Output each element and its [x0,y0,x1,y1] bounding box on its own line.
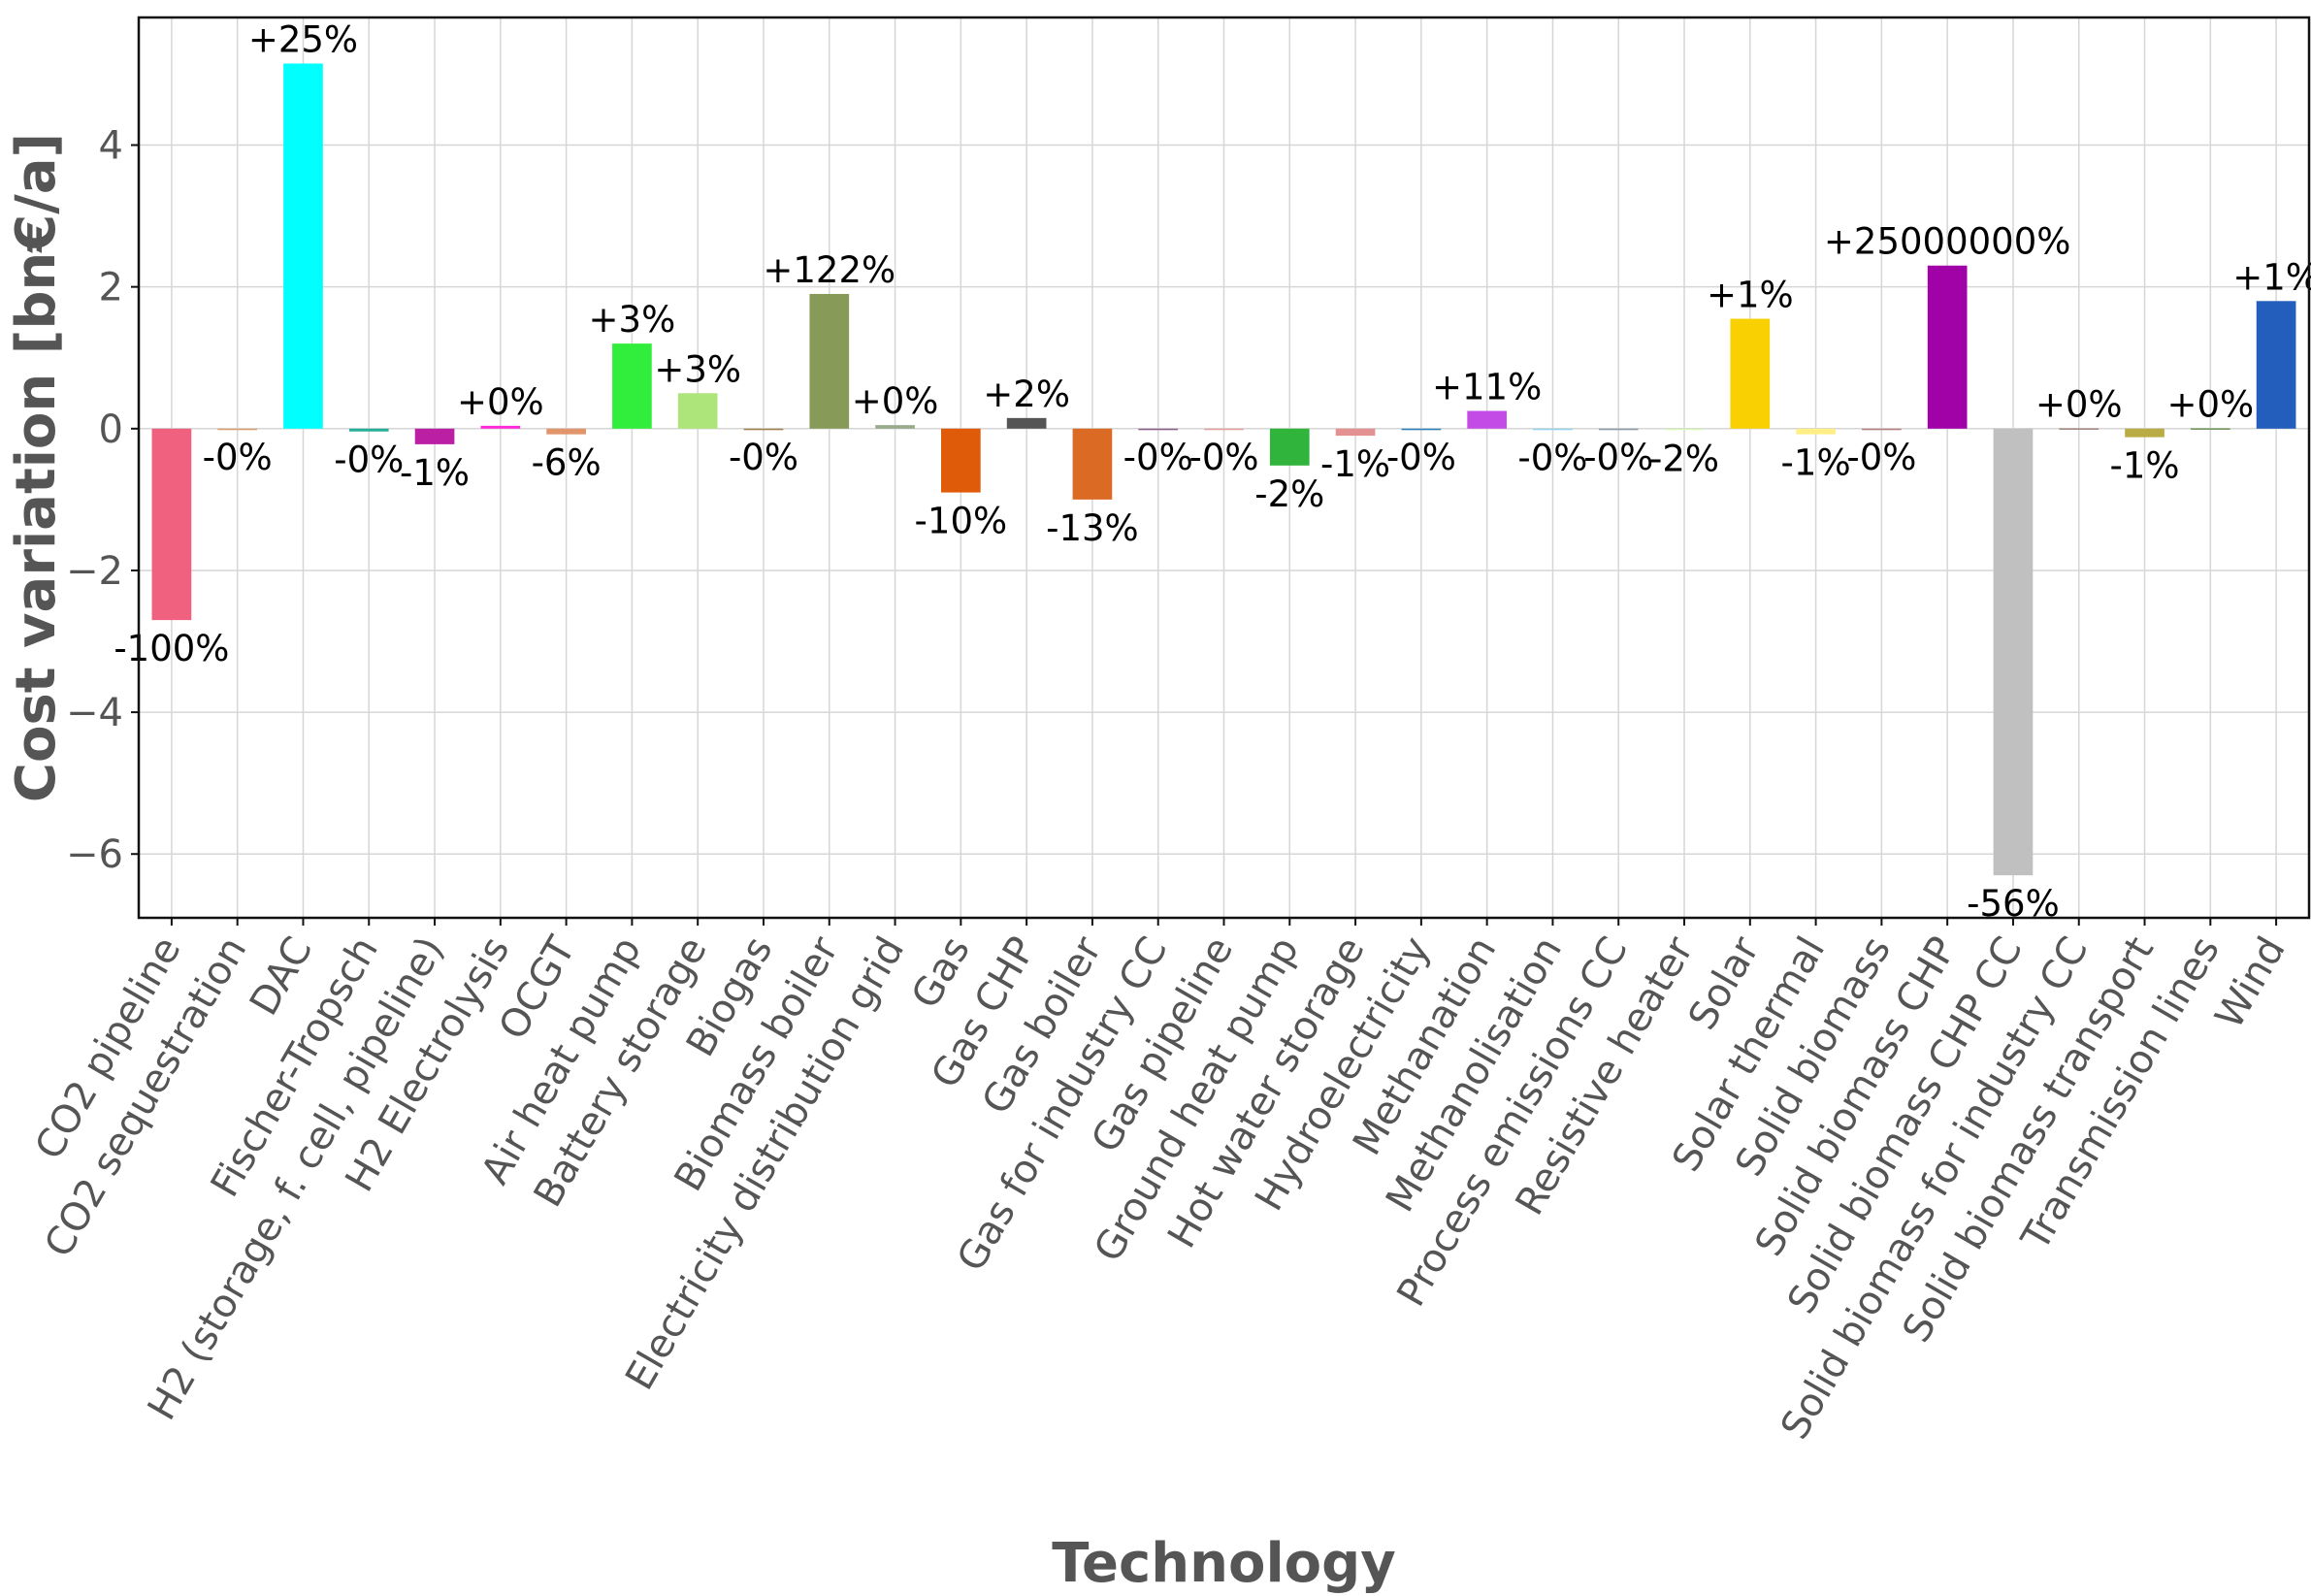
data-label: +122% [763,249,895,291]
bar [875,425,915,429]
data-label: -0% [203,437,273,478]
data-label: +25000000% [1824,221,2070,263]
data-label: -0% [1386,437,1456,478]
bar [1533,428,1573,431]
bar [1664,428,1705,431]
y-tick-label: −2 [66,549,123,594]
bar [1598,428,1639,431]
y-tick-label: −4 [66,691,123,735]
bar [1927,265,1968,429]
bar [1862,428,1902,431]
bar [480,425,521,429]
data-label: +3% [589,299,676,341]
bar [2190,428,2230,430]
bar [1401,428,1442,431]
data-label: -0% [1583,437,1653,478]
x-axis-title: Technology [1052,1532,1395,1595]
bar [217,428,258,431]
bar [1467,410,1507,429]
data-label: -0% [334,440,404,481]
bar [809,293,850,429]
data-label: +0% [2166,383,2254,425]
data-label: -0% [729,437,798,478]
y-tick-label: 2 [99,266,123,310]
y-axis-ticks: −6 −4 −2 0 2 4 [66,124,139,877]
data-label: +25% [248,18,358,60]
bar [743,428,784,431]
data-label: -13% [1046,507,1139,549]
plot-frame [137,16,2311,920]
bar [348,428,389,432]
data-label: +1% [1707,275,1794,316]
data-label: -100% [114,628,229,669]
data-label: +0% [852,380,939,422]
data-label: -10% [915,501,1008,542]
x-tick-label: Wind [2207,929,2295,1036]
data-label: -0% [1846,437,1916,478]
bar [414,428,455,444]
bar [1006,417,1047,429]
data-label: -1% [2109,445,2179,487]
bar [1204,428,1244,431]
bar [283,63,323,429]
bar [941,428,981,493]
bar [1993,428,2034,876]
bar [1335,428,1376,437]
y-tick-label: −6 [66,832,123,877]
bar [2256,301,2296,429]
bar [2125,428,2165,438]
bar [1730,318,1771,429]
data-label: +1% [2232,256,2311,298]
data-labels: -100%-0%+25%-0%-1%+0%-6%+3%+3%-0%+122%+0… [114,18,2311,925]
data-label: +0% [457,381,544,423]
data-label: -6% [532,442,602,484]
data-label: -2% [1254,473,1324,515]
data-label: +11% [1432,367,1542,408]
data-label: -0% [1517,438,1587,479]
data-label: -1% [1320,443,1390,485]
data-label: +3% [654,348,741,390]
bar [1269,428,1310,466]
data-label: -2% [1649,438,1719,479]
data-label: -0% [1188,437,1258,478]
bars [151,63,2296,876]
y-tick-label: 4 [99,124,123,169]
bar [151,428,192,621]
bar [1796,428,1836,435]
bar [677,393,718,429]
data-label: -1% [1781,442,1851,484]
data-label: +2% [983,374,1070,415]
y-tick-label: 0 [99,407,123,452]
data-label: -1% [400,452,470,494]
y-axis-title: Cost variation [bn€/a] [5,133,68,802]
bar [1072,428,1113,500]
bar [2059,428,2099,430]
bar [1138,428,1179,431]
bar [546,428,586,435]
data-label: -0% [1123,437,1193,478]
bar [612,343,652,429]
data-label: +0% [2035,383,2123,425]
